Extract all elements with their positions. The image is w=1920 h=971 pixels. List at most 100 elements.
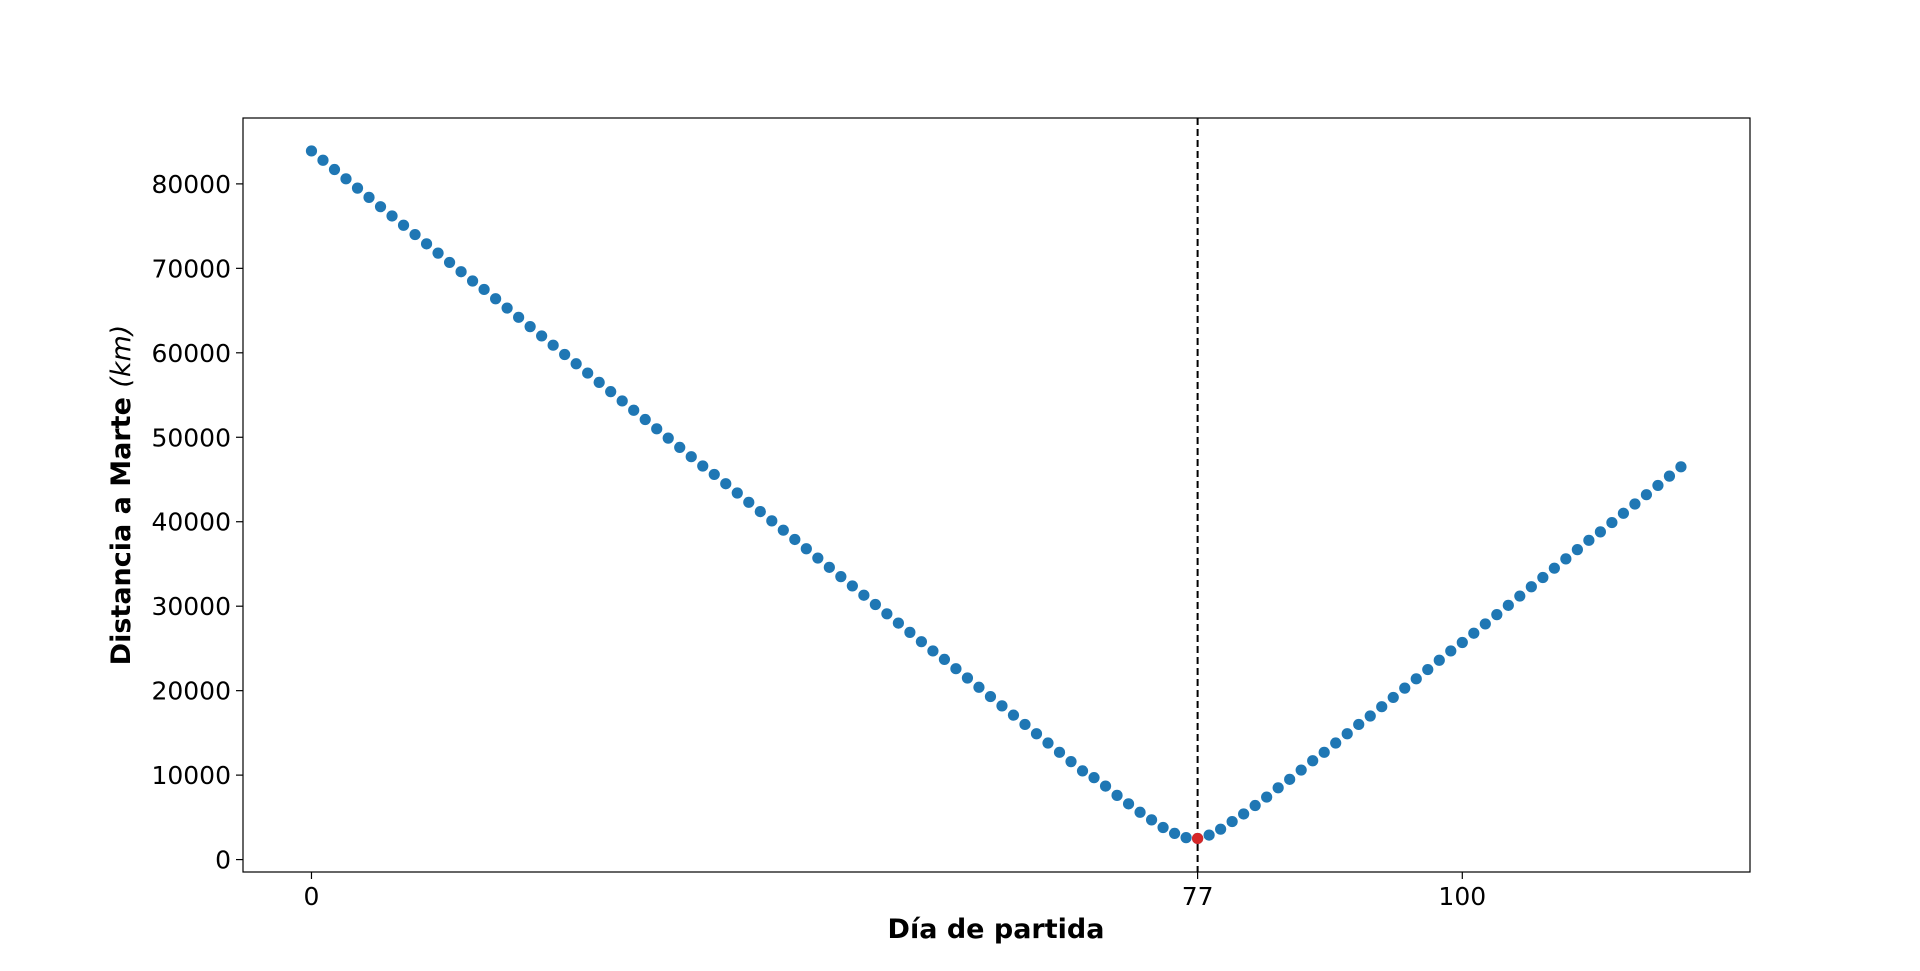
point (593, 376, 605, 388)
point (1053, 746, 1066, 758)
point (340, 173, 352, 185)
y-tick-label: 0 (215, 846, 231, 875)
y-axis-label: Distancia a Marte (km) (106, 325, 137, 666)
point (1111, 789, 1123, 801)
point (777, 524, 789, 536)
point (927, 645, 939, 657)
point (432, 247, 444, 259)
point (938, 653, 951, 666)
point (466, 275, 479, 287)
y-tick-label: 80000 (151, 170, 231, 199)
point (328, 163, 341, 176)
point (455, 266, 467, 278)
point (1238, 808, 1250, 820)
point (950, 663, 962, 675)
point (1606, 516, 1618, 529)
point (639, 413, 651, 426)
point (1537, 571, 1549, 584)
point (800, 543, 812, 555)
point (409, 228, 421, 241)
point (961, 672, 974, 684)
y-axis-unit: (km) (106, 325, 137, 388)
point (674, 441, 686, 454)
point (743, 496, 755, 508)
point (1364, 710, 1376, 722)
point (1548, 562, 1560, 574)
point (305, 145, 318, 157)
y-tick-label: 10000 (151, 761, 231, 790)
point (1076, 765, 1089, 777)
point (1617, 507, 1630, 519)
point (1663, 470, 1676, 482)
point (1479, 618, 1491, 630)
x-axis-label: Día de partida (888, 914, 1105, 945)
point (547, 339, 559, 351)
point (1468, 627, 1480, 639)
point (1353, 718, 1365, 731)
point (1341, 728, 1353, 740)
point (420, 238, 433, 250)
point (1192, 832, 1204, 845)
point (1594, 526, 1606, 538)
point (697, 460, 709, 472)
point (789, 533, 801, 546)
point (720, 478, 732, 490)
point (1157, 821, 1169, 834)
point (1456, 636, 1468, 649)
point (397, 219, 410, 231)
y-tick-label: 20000 (151, 677, 231, 706)
x-tick-label: 77 (1182, 882, 1214, 911)
point (1226, 815, 1238, 828)
point (984, 690, 997, 703)
point (1122, 798, 1135, 810)
point (513, 311, 525, 323)
point (915, 636, 928, 648)
point (1652, 479, 1664, 492)
point (754, 505, 766, 518)
point (1307, 755, 1319, 767)
point (973, 681, 985, 693)
point (858, 589, 870, 601)
point (846, 580, 858, 592)
point (1376, 701, 1388, 713)
point (524, 321, 536, 333)
point (1042, 737, 1054, 749)
point (1387, 691, 1399, 704)
point (1065, 756, 1077, 768)
point (1410, 673, 1422, 685)
point (1099, 780, 1112, 792)
point (835, 571, 847, 583)
point (1030, 728, 1043, 740)
point (1491, 609, 1503, 621)
point (1203, 829, 1215, 841)
point (1284, 773, 1296, 785)
point (374, 201, 387, 213)
point (892, 617, 904, 629)
point (570, 358, 582, 370)
point (1295, 764, 1307, 776)
point (1249, 799, 1261, 812)
point (1145, 814, 1158, 826)
point (605, 386, 617, 398)
point (1261, 791, 1273, 803)
point (731, 487, 743, 499)
point (1502, 599, 1514, 611)
point (582, 367, 594, 379)
point (1168, 827, 1181, 840)
point (708, 468, 720, 481)
y-tick-label: 60000 (151, 339, 231, 368)
y-tick-label: 30000 (151, 592, 231, 621)
point (317, 154, 329, 166)
point (1445, 645, 1457, 657)
point (1560, 553, 1572, 565)
point (501, 302, 513, 314)
point (1422, 663, 1434, 676)
point (823, 561, 835, 573)
point (1272, 782, 1284, 794)
point (1134, 806, 1146, 818)
point (478, 283, 490, 296)
point (1525, 581, 1537, 593)
point (651, 423, 663, 435)
point (685, 451, 697, 463)
